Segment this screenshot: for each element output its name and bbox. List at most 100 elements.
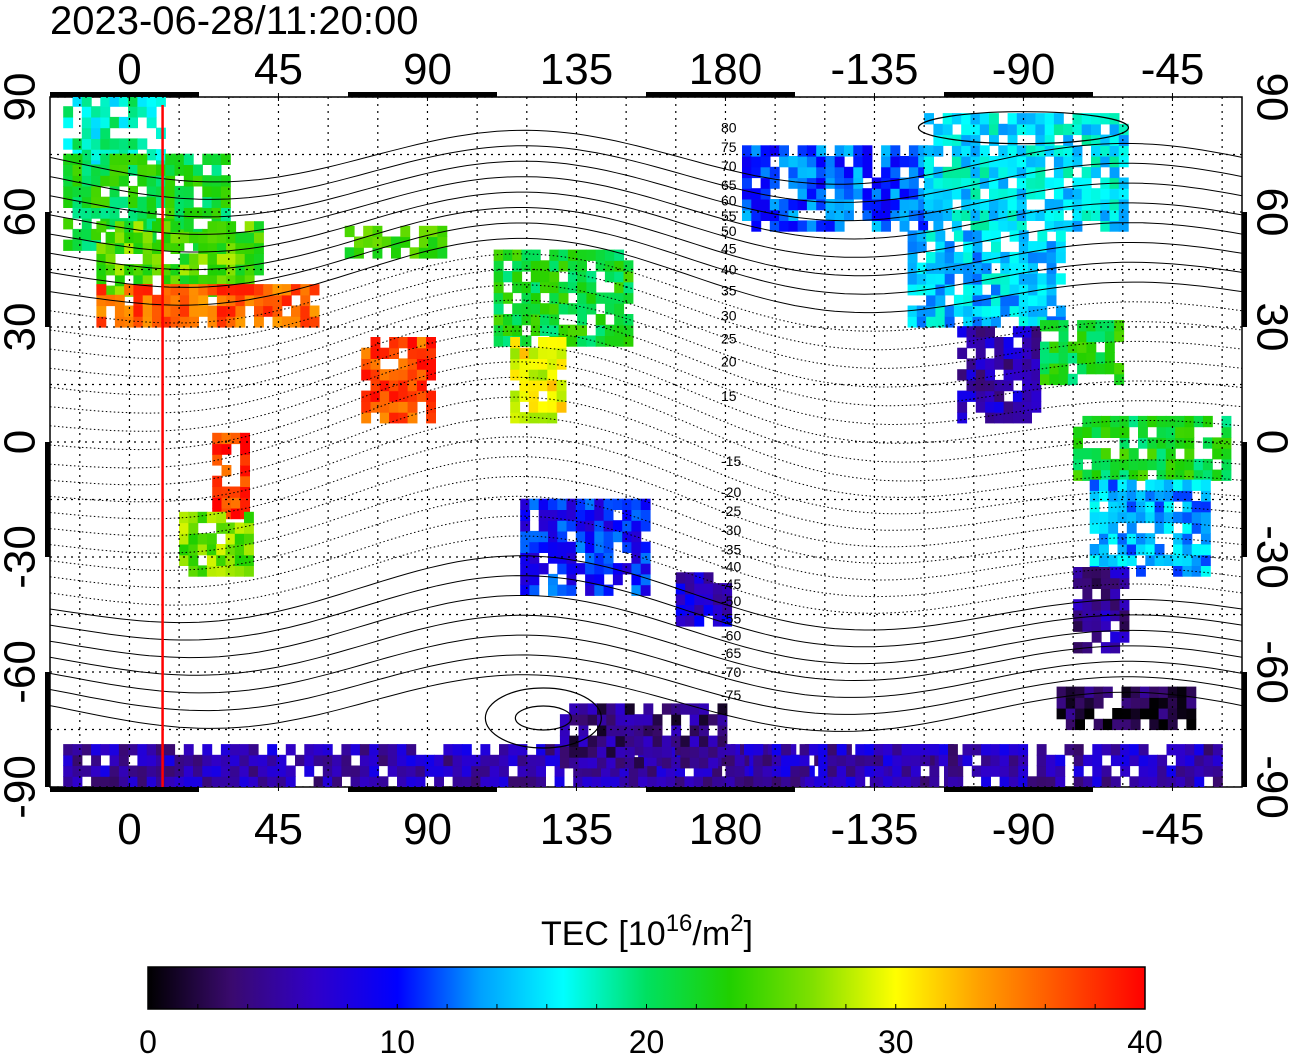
tec-pixel <box>211 754 222 767</box>
tec-pixel <box>1056 686 1067 698</box>
tec-pixel <box>387 765 398 777</box>
tec-pixel <box>979 209 990 221</box>
tec-pixel <box>109 207 120 219</box>
tec-pixel <box>1044 134 1055 146</box>
tec-pixel <box>503 249 513 261</box>
tec-pixel <box>480 765 491 777</box>
tec-pixel <box>1022 326 1032 338</box>
tec-pixel <box>634 735 644 747</box>
longitude-tick-label: 180 <box>689 805 762 854</box>
tec-pixel <box>63 106 74 118</box>
tec-pixel <box>640 584 651 596</box>
tec-pixel <box>652 714 663 726</box>
tec-pixel <box>165 196 176 208</box>
tec-pixel <box>156 765 166 777</box>
tec-pixel <box>407 347 418 359</box>
tec-pixel <box>1082 599 1093 611</box>
tec-pixel <box>586 292 597 304</box>
tec-pixel <box>908 156 919 168</box>
tec-pixel <box>220 207 231 219</box>
tec-pixel <box>557 530 568 543</box>
tec-pixel <box>933 123 944 136</box>
tec-pixel <box>981 273 992 285</box>
tec-pixel <box>647 754 658 767</box>
tec-pixel <box>118 754 129 767</box>
tec-pixel <box>114 242 125 254</box>
latitude-tick-label: 0 <box>0 430 45 454</box>
tec-pixel <box>1031 326 1042 338</box>
tec-pixel <box>966 379 977 392</box>
contour-label: 40 <box>721 262 737 278</box>
tec-pixel <box>207 242 218 254</box>
tec-pixel <box>694 583 705 595</box>
tec-pixel <box>951 156 962 168</box>
polar-contour <box>484 687 602 749</box>
tec-pixel <box>1099 544 1109 556</box>
tec-pixel <box>1109 113 1120 125</box>
tec-pixel <box>989 166 999 179</box>
tec-pixel <box>779 145 789 157</box>
tec-pixel <box>734 765 745 777</box>
tec-pixel <box>595 292 606 304</box>
tec-pixel <box>156 127 166 139</box>
tec-pixel <box>1100 209 1111 221</box>
tec-pixel <box>1035 123 1046 136</box>
tec-pixel <box>985 369 995 381</box>
contour-line <box>50 361 1242 463</box>
tec-pixel <box>1082 415 1093 428</box>
tec-pixel <box>503 271 513 283</box>
tec-pixel <box>207 231 218 244</box>
tec-pixel <box>1186 697 1197 709</box>
tec-pixel <box>1008 754 1019 767</box>
tec-pixel <box>254 284 264 296</box>
tec-pixel <box>559 757 570 769</box>
tec-pixel <box>1040 320 1050 332</box>
tec-pixel <box>788 166 799 179</box>
tec-pixel <box>1009 294 1020 307</box>
tec-pixel <box>72 196 83 208</box>
frame-bar <box>1242 672 1247 787</box>
tec-pixel <box>100 207 111 219</box>
tec-pixel <box>1212 744 1223 756</box>
tec-pixel <box>428 225 438 238</box>
tec-pixel <box>935 251 946 264</box>
tec-pixel <box>521 314 532 326</box>
tec-pixel <box>1109 220 1120 232</box>
tec-pixel <box>614 292 625 304</box>
tec-pixel <box>910 754 921 767</box>
tec-pixel <box>970 123 981 136</box>
tec-pixel <box>183 164 194 176</box>
tec-pixel <box>853 145 864 157</box>
tec-pixel <box>744 776 754 787</box>
tec-pixel <box>758 744 769 756</box>
tec-pixel <box>540 324 550 336</box>
tec-pixel <box>890 177 901 189</box>
tec-pixel <box>72 164 83 176</box>
tec-pixel <box>1007 113 1018 125</box>
tec-pixel <box>63 239 74 251</box>
tec-pixel <box>1091 113 1101 125</box>
tec-pixel <box>942 209 953 221</box>
tec-pixel <box>1138 426 1148 438</box>
tec-pixel <box>1119 599 1130 611</box>
tec-pixel <box>179 522 189 534</box>
tec-pixel <box>871 209 882 221</box>
tec-pixel <box>1031 401 1042 413</box>
frame-tick <box>575 783 577 791</box>
tec-pixel <box>604 249 615 261</box>
tec-pixel <box>426 401 436 413</box>
tec-pixel <box>426 390 436 402</box>
tec-pixel <box>389 390 399 402</box>
tec-region <box>1040 320 1125 386</box>
tec-pixel <box>503 335 513 347</box>
tec-pixel <box>1119 469 1130 481</box>
tec-pixel <box>207 253 218 265</box>
tec-region <box>212 432 250 520</box>
contour-label: -70 <box>721 664 741 680</box>
tec-pixel <box>1081 177 1092 189</box>
tec-pixel <box>883 754 893 767</box>
tec-pixel <box>528 379 539 392</box>
tec-pixel <box>910 776 921 787</box>
tec-pixel <box>585 541 595 553</box>
